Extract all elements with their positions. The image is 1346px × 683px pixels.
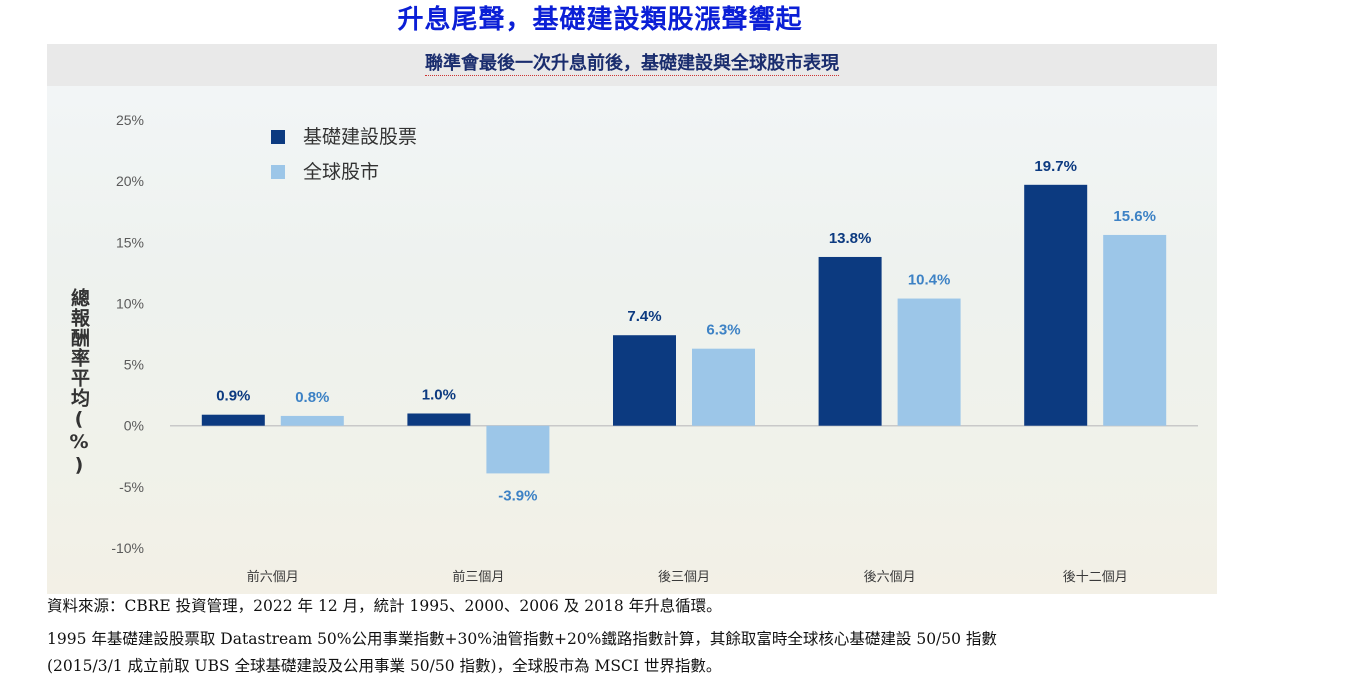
bars — [201, 184, 1167, 474]
y-axis-label: 總報酬率平均(%) — [68, 288, 90, 477]
data-label: 7.4% — [627, 308, 661, 325]
data-label: 19.7% — [1034, 158, 1077, 175]
y-tick-label: 25% — [116, 112, 144, 128]
legend-label: 全球股市 — [303, 161, 379, 183]
y-tick-label: 0% — [124, 418, 144, 434]
x-tick-label: 前六個月 — [247, 569, 299, 585]
y-axis-ticks: 25% 20% 15% 10% 5% 0% -5% -10% — [111, 112, 144, 556]
x-tick-label: 後十二個月 — [1063, 570, 1128, 585]
bar-global — [692, 348, 755, 426]
data-label: 0.8% — [295, 389, 329, 406]
bar-infra — [1024, 184, 1088, 426]
data-label: 1.0% — [422, 386, 456, 403]
data-label: 6.3% — [706, 322, 740, 339]
bar-infra — [201, 414, 265, 426]
bar-infra — [613, 335, 676, 426]
data-label: 13.8% — [829, 230, 872, 247]
chart-panel — [47, 44, 1217, 594]
bar-global — [1103, 234, 1167, 426]
y-tick-label: 15% — [116, 234, 144, 250]
method-note-continued: (2015/3/1 成立前取 UBS 全球基礎建設及公用事業 50/50 指數)… — [47, 657, 722, 675]
value-labels: 0.9% 0.8% 1.0% -3.9% 7.4% 6.3% 13.8% 10.4% 19.7%… — [216, 158, 1156, 505]
x-tick-label: 前三個月 — [452, 569, 504, 585]
data-label: 0.9% — [216, 388, 250, 405]
chart-subtitle-text: 聯準會最後一次升息前後，基礎建設與全球股市表現 — [425, 53, 839, 76]
y-tick-label: -5% — [119, 479, 144, 495]
source-note: 資料來源：CBRE 投資管理，2022 年 12 月，統計 1995、2000、… — [47, 597, 722, 615]
data-label: 10.4% — [908, 272, 951, 289]
bar-global — [897, 298, 961, 426]
x-tick-label: 後六個月 — [864, 570, 916, 585]
y-tick-label: -10% — [111, 540, 144, 556]
legend-label: 基礎建設股票 — [303, 126, 417, 148]
chart-subtitle: 聯準會最後一次升息前後，基礎建設與全球股市表現 — [47, 44, 1217, 86]
y-tick-label: 10% — [116, 295, 144, 311]
method-note: 1995 年基礎建設股票取 Datastream 50%公用事業指數+30%油管… — [47, 630, 997, 648]
data-label: 15.6% — [1113, 208, 1156, 225]
y-tick-label: 5% — [124, 357, 144, 373]
category-labels: 前六個月 前三個月 後三個月 後六個月 後十二個月 — [247, 569, 1128, 585]
x-tick-label: 後三個月 — [658, 570, 710, 585]
bar-infra — [818, 256, 882, 426]
legend-swatch-global — [271, 165, 285, 179]
data-label: -3.9% — [498, 487, 537, 504]
chart-title: 升息尾聲，基礎建設類股漲聲響起 — [397, 5, 803, 35]
bar-global — [486, 425, 550, 474]
legend-swatch-infra — [271, 130, 285, 144]
bar-global — [280, 415, 344, 426]
bar-infra — [407, 413, 471, 426]
subtitle-band — [47, 44, 1217, 86]
y-tick-label: 20% — [116, 173, 144, 189]
